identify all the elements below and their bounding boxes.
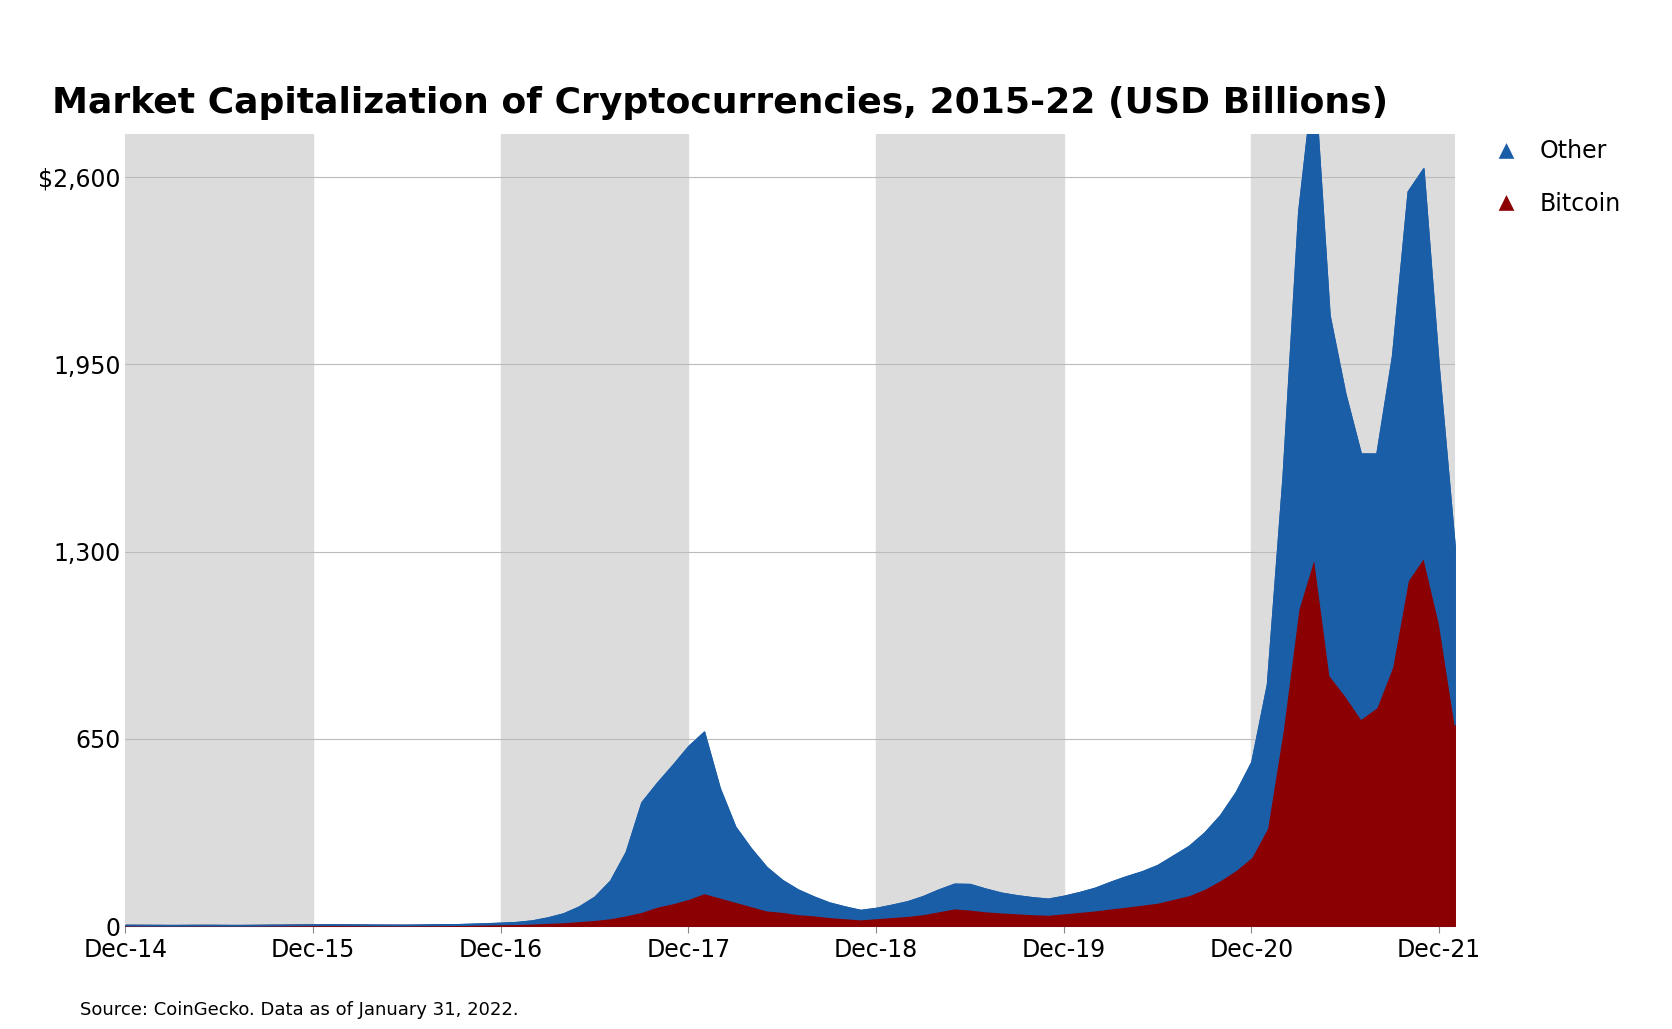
Bar: [876, 134, 1063, 926]
Bar: [500, 134, 689, 926]
Legend: Other, Bitcoin: Other, Bitcoin: [1473, 130, 1630, 225]
Bar: [1251, 134, 1455, 926]
Text: Source: CoinGecko. Data as of January 31, 2022.: Source: CoinGecko. Data as of January 31…: [80, 1001, 518, 1019]
Text: Market Capitalization of Cryptocurrencies, 2015-22 (USD Billions): Market Capitalization of Cryptocurrencie…: [52, 86, 1388, 120]
Bar: [125, 134, 313, 926]
